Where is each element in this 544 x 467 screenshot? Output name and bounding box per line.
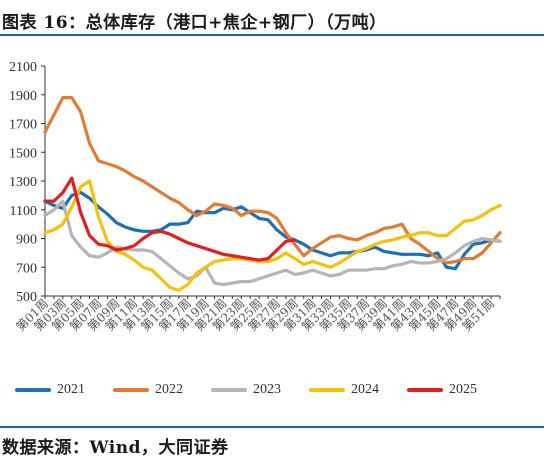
series-line-2025 bbox=[43, 176, 297, 262]
series-line-2022 bbox=[43, 96, 502, 265]
y-tick-label: 500 bbox=[16, 290, 37, 305]
legend-label: 2024 bbox=[351, 382, 379, 397]
figure-title: 图表 16：总体库存（港口+焦企+钢厂）（万吨） bbox=[2, 13, 387, 33]
source-note: 数据来源：Wind，大同证券 bbox=[2, 438, 229, 458]
y-tick-label: 1700 bbox=[9, 118, 37, 133]
legend-swatch bbox=[407, 388, 443, 392]
x-axis-ticks: 第01周第03周第05周第07周第09周第11周第13周第15周第17周第19周… bbox=[13, 296, 501, 334]
legend-label: 2023 bbox=[253, 382, 281, 397]
y-tick-label: 1900 bbox=[9, 89, 37, 104]
legend-item-2021: 2021 bbox=[15, 380, 85, 400]
legend-item-2022: 2022 bbox=[113, 380, 183, 400]
chart-legend: 2021 2022 2023 2024 2025 bbox=[0, 380, 544, 400]
legend-swatch bbox=[15, 388, 51, 392]
series-line-2021 bbox=[43, 190, 502, 271]
title-rule bbox=[0, 34, 544, 36]
legend-label: 2022 bbox=[155, 382, 183, 397]
y-axis-ticks: 500 700 900 1100 1300 1500 1700 1900 2100 bbox=[9, 60, 45, 305]
legend-item-2023: 2023 bbox=[211, 380, 281, 400]
y-tick-label: 900 bbox=[16, 233, 37, 248]
legend-item-2024: 2024 bbox=[309, 380, 379, 400]
y-tick-label: 2100 bbox=[9, 60, 37, 75]
source-rule bbox=[0, 426, 544, 428]
legend-label: 2021 bbox=[57, 382, 85, 397]
legend-item-2025: 2025 bbox=[407, 380, 477, 400]
legend-label: 2025 bbox=[449, 382, 477, 397]
legend-swatch bbox=[113, 388, 149, 392]
series-line-2024 bbox=[43, 179, 502, 292]
line-chart: 500 700 900 1100 1300 1500 1700 1900 2100 第01周第0… bbox=[9, 60, 502, 334]
y-tick-label: 1100 bbox=[10, 204, 37, 219]
y-tick-label: 1500 bbox=[9, 146, 37, 161]
y-tick-label: 1300 bbox=[9, 175, 37, 190]
chart-series bbox=[43, 96, 502, 292]
legend-swatch bbox=[309, 388, 345, 392]
y-tick-label: 700 bbox=[16, 261, 37, 276]
legend-swatch bbox=[211, 388, 247, 392]
